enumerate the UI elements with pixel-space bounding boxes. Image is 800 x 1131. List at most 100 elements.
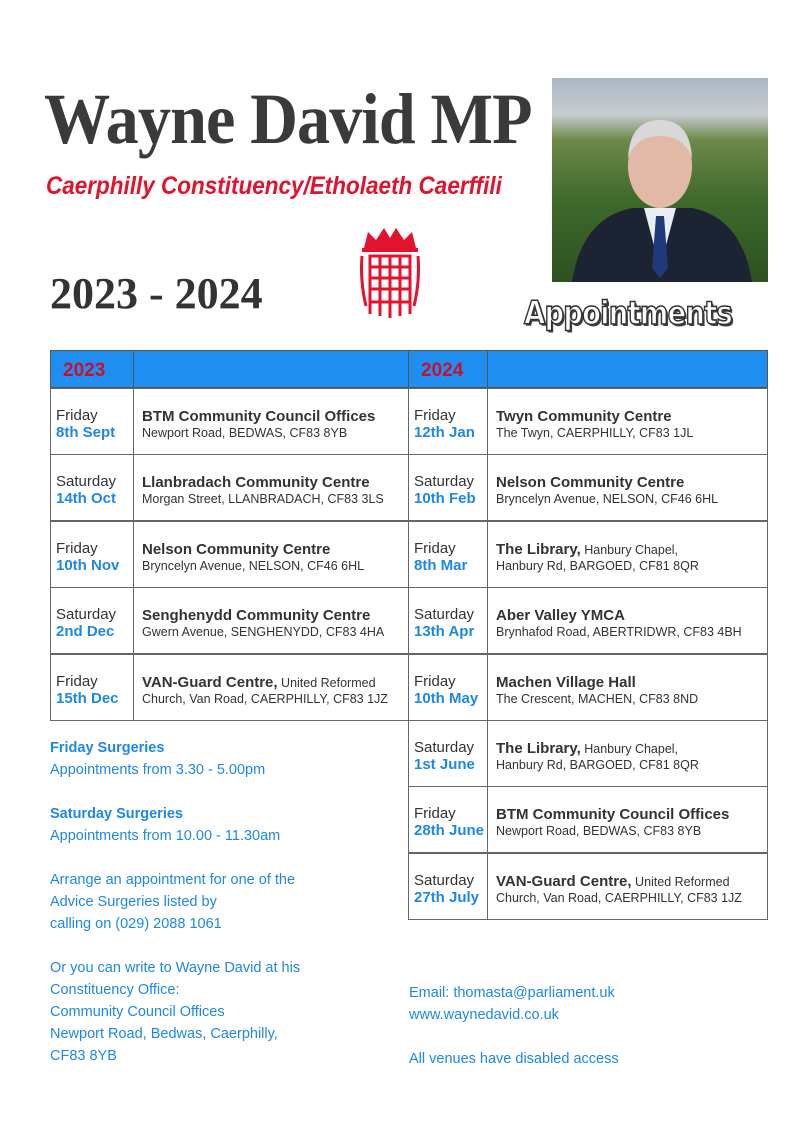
constituency-subtitle: Caerphilly Constituency/Etholaeth Caerff… <box>46 172 502 200</box>
header-2024: 2024 <box>408 350 488 388</box>
venue-cell: Nelson Community Centre Bryncelyn Avenue… <box>487 454 768 522</box>
header-2023: 2023 <box>50 350 134 388</box>
venue-address: Hanbury Rd, BARGOED, CF81 8QR <box>496 558 699 573</box>
venue-name: BTM Community Council Offices <box>142 408 376 425</box>
weekday: Saturday <box>414 871 475 889</box>
venue-cell: VAN-Guard Centre, United Reformed Church… <box>487 852 768 920</box>
date-cell: Friday 8th Sept <box>50 388 134 455</box>
date-cell: Friday 10th Nov <box>50 520 134 588</box>
venue-address: Brynhafod Road, ABERTRIDWR, CF83 4BH <box>496 625 742 640</box>
saturday-surgeries-time: Appointments from 10.00 - 11.30am <box>50 828 281 844</box>
venue-cell: The Library, Hanbury Chapel, Hanbury Rd,… <box>487 720 768 787</box>
header-blank <box>133 350 409 388</box>
venue-address: The Crescent, MACHEN, CF83 8ND <box>496 691 699 706</box>
venue-address: Newport Road, BEDWAS, CF83 8YB <box>496 824 702 839</box>
venue-cell: Llanbradach Community Centre Morgan Stre… <box>133 454 409 522</box>
arrange-line: Arrange an appointment for one of the <box>50 872 296 888</box>
appointment-date: 8th Mar <box>414 556 468 574</box>
venue-name-suffix: United Reformed <box>277 675 376 690</box>
venue-cell: Senghenydd Community Centre Gwern Avenue… <box>133 587 409 655</box>
venue-name: The Library, <box>496 740 581 757</box>
date-cell: Friday 28th June <box>408 786 488 854</box>
year-range: 2023 - 2024 <box>50 269 263 318</box>
appointment-date: 10th Feb <box>414 490 476 508</box>
appointment-date: 13th Apr <box>414 623 475 641</box>
friday-surgeries-time: Appointments from 3.30 - 5.00pm <box>50 762 266 778</box>
appointment-date: 8th Sept <box>56 424 116 441</box>
year-2023-label: 2023 <box>63 360 106 381</box>
arrange-line: Advice Surgeries listed by <box>50 894 217 910</box>
portcullis-icon <box>360 228 420 318</box>
venue-cell: Aber Valley YMCA Brynhafod Road, ABERTRI… <box>487 587 768 655</box>
access-note: All venues have disabled access <box>409 1051 619 1067</box>
weekday: Friday <box>56 539 98 557</box>
date-cell: Friday 12th Jan <box>408 388 488 455</box>
appointment-date: 2nd Dec <box>56 623 115 641</box>
email-link[interactable]: Email: thomasta@parliament.uk <box>409 985 615 1001</box>
appointment-date: 28th June <box>414 822 485 840</box>
venue-name: Senghenydd Community Centre <box>142 607 371 625</box>
date-cell: Saturday 2nd Dec <box>50 587 134 655</box>
appointment-date: 27th July <box>414 888 480 906</box>
appointment-date: 12th Jan <box>414 424 475 441</box>
venue-address: Bryncelyn Avenue, NELSON, CF46 6HL <box>142 558 365 573</box>
date-cell: Saturday 1st June <box>408 720 488 787</box>
header-blank <box>487 350 768 388</box>
weekday: Saturday <box>56 606 117 624</box>
weekday: Saturday <box>56 473 117 491</box>
weekday: Saturday <box>414 606 475 624</box>
venue-cell: Twyn Community Centre The Twyn, CAERPHIL… <box>487 388 768 455</box>
venue-name-suffix: Hanbury Chapel, <box>580 542 679 557</box>
address-line: Community Council Offices <box>50 1004 225 1020</box>
venue-name: Aber Valley YMCA <box>496 607 625 625</box>
venue-name: Nelson Community Centre <box>142 540 331 558</box>
weekday: Friday <box>56 672 98 690</box>
weekday: Friday <box>414 805 456 823</box>
date-cell: Friday 10th May <box>408 653 488 721</box>
phone-line: calling on (029) 2088 1061 <box>50 916 222 932</box>
venue-cell: Nelson Community Centre Bryncelyn Avenue… <box>133 520 409 588</box>
venue-name: The Library, <box>496 540 581 558</box>
weekday: Friday <box>414 539 456 557</box>
appointment-date: 10th Nov <box>56 556 120 574</box>
address-line: Newport Road, Bedwas, Caerphilly, <box>50 1026 278 1042</box>
appointment-date: 15th Dec <box>56 689 119 707</box>
address-line: Constituency Office: <box>50 982 180 998</box>
mp-portrait-photo <box>552 78 768 282</box>
friday-surgeries-title: Friday Surgeries <box>50 740 165 756</box>
appointments-heading: Appointments <box>523 293 733 333</box>
date-cell: Friday 15th Dec <box>50 653 134 721</box>
venue-address: Church, Van Road, CAERPHILLY, CF83 1JZ <box>496 890 742 905</box>
venue-name: VAN-Guard Centre, <box>142 673 278 691</box>
appointment-date: 14th Oct <box>56 490 117 508</box>
venue-address: Gwern Avenue, SENGHENYDD, CF83 4HA <box>142 625 385 640</box>
venue-address: Church, Van Road, CAERPHILLY, CF83 1JZ <box>142 691 388 706</box>
venue-cell: Machen Village Hall The Crescent, MACHEN… <box>487 653 768 721</box>
appointment-date: 1st June <box>414 756 475 773</box>
date-cell: Saturday 14th Oct <box>50 454 134 522</box>
venue-address: Newport Road, BEDWAS, CF83 8YB <box>142 426 348 440</box>
page-title: Wayne David MP <box>44 79 533 159</box>
venue-name: BTM Community Council Offices <box>496 806 730 824</box>
venue-name-suffix: Hanbury Chapel, <box>580 742 679 756</box>
venue-address: Bryncelyn Avenue, NELSON, CF46 6HL <box>496 492 719 507</box>
year-2024-label: 2024 <box>421 360 464 381</box>
address-line: CF83 8YB <box>50 1048 117 1064</box>
appointment-date: 10th May <box>414 689 479 707</box>
weekday: Friday <box>56 407 98 424</box>
surgery-info: Friday Surgeries Appointments from 3.30 … <box>50 737 300 1067</box>
address-line: Or you can write to Wayne David at his <box>50 960 301 976</box>
weekday: Saturday <box>414 473 475 491</box>
venue-name: Llanbradach Community Centre <box>142 474 370 492</box>
venue-address: The Twyn, CAERPHILLY, CF83 1JL <box>496 426 694 440</box>
venue-name: Machen Village Hall <box>496 673 636 691</box>
date-cell: Saturday 13th Apr <box>408 587 488 655</box>
venue-name: Twyn Community Centre <box>496 408 672 425</box>
venue-address: Morgan Street, LLANBRADACH, CF83 3LS <box>142 492 384 507</box>
venue-address: Hanbury Rd, BARGOED, CF81 8QR <box>496 758 699 772</box>
website-link[interactable]: www.waynedavid.co.uk <box>409 1007 559 1023</box>
venue-cell: BTM Community Council Offices Newport Ro… <box>487 786 768 854</box>
venue-cell: BTM Community Council Offices Newport Ro… <box>133 388 409 455</box>
venue-name: VAN-Guard Centre, <box>496 872 632 890</box>
date-cell: Friday 8th Mar <box>408 520 488 588</box>
